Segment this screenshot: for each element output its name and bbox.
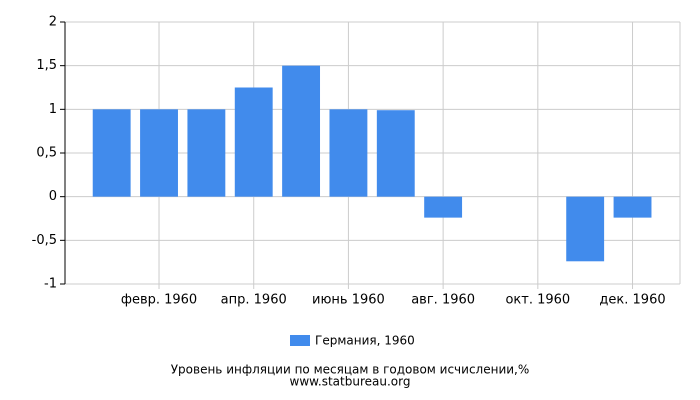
x-tick-label: апр. 1960 bbox=[221, 293, 287, 308]
bar bbox=[234, 87, 273, 197]
bar bbox=[424, 196, 463, 218]
bar bbox=[282, 65, 321, 197]
y-tick-label: 2 bbox=[49, 15, 57, 30]
y-tick-label: 0,5 bbox=[36, 146, 57, 161]
bar bbox=[329, 109, 368, 197]
bar bbox=[376, 110, 415, 197]
x-tick-label: июнь 1960 bbox=[312, 293, 385, 308]
bar bbox=[92, 109, 131, 197]
x-tick-label: авг. 1960 bbox=[411, 293, 475, 308]
bar bbox=[140, 109, 178, 197]
y-tick-label: 1,5 bbox=[36, 58, 57, 73]
legend-label: Германия, 1960 bbox=[315, 334, 415, 348]
footer-source: www.statbureau.org bbox=[290, 375, 411, 389]
x-tick-label: дек. 1960 bbox=[599, 293, 665, 308]
x-tick-label: окт. 1960 bbox=[505, 293, 570, 308]
y-tick-label: 0 bbox=[49, 189, 57, 204]
bar bbox=[566, 196, 605, 262]
legend-swatch bbox=[290, 335, 310, 346]
bar bbox=[187, 109, 226, 197]
x-tick-label: февр. 1960 bbox=[121, 293, 197, 308]
footer-title: Уровень инфляции по месяцам в годовом ис… bbox=[171, 363, 530, 377]
y-tick-label: -0,5 bbox=[32, 233, 57, 248]
y-tick-label: -1 bbox=[44, 277, 57, 292]
y-tick-label: 1 bbox=[49, 102, 57, 117]
bar bbox=[613, 196, 652, 218]
